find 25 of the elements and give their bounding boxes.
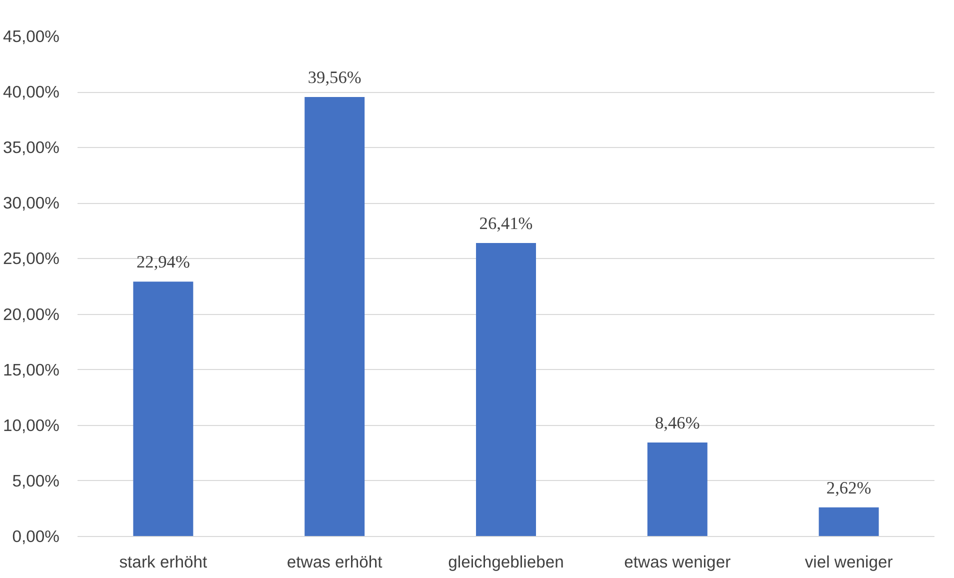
x-tick-label: etwas erhöht [286, 552, 383, 572]
y-tick-label: 5,00% [12, 471, 60, 490]
bar [304, 96, 365, 536]
y-tick-label: 15,00% [3, 360, 60, 380]
y-tick-label: 35,00% [3, 138, 60, 158]
data-label: 39,56% [308, 68, 362, 87]
x-tick-label: stark erhöht [119, 552, 208, 572]
x-tick-label: etwas weniger [624, 552, 732, 572]
y-tick-label: 20,00% [3, 304, 60, 324]
data-label: 22,94% [136, 252, 190, 272]
bar [647, 442, 708, 536]
y-tick-label: 10,00% [3, 416, 60, 435]
bar [133, 282, 194, 536]
y-tick-label: 40,00% [3, 82, 60, 102]
data-label: 2,62% [826, 478, 872, 498]
x-tick-label: gleichgeblieben [448, 552, 564, 572]
bar [818, 507, 879, 536]
data-label: 8,46% [655, 414, 700, 432]
y-tick-label: 0,00% [12, 527, 60, 546]
y-tick-label: 30,00% [3, 194, 60, 213]
x-tick-label: viel weniger [804, 552, 894, 572]
data-label: 26,41% [479, 214, 533, 234]
bar [476, 243, 536, 536]
y-tick-label: 25,00% [3, 249, 60, 268]
y-tick-label: 45,00% [3, 27, 60, 46]
